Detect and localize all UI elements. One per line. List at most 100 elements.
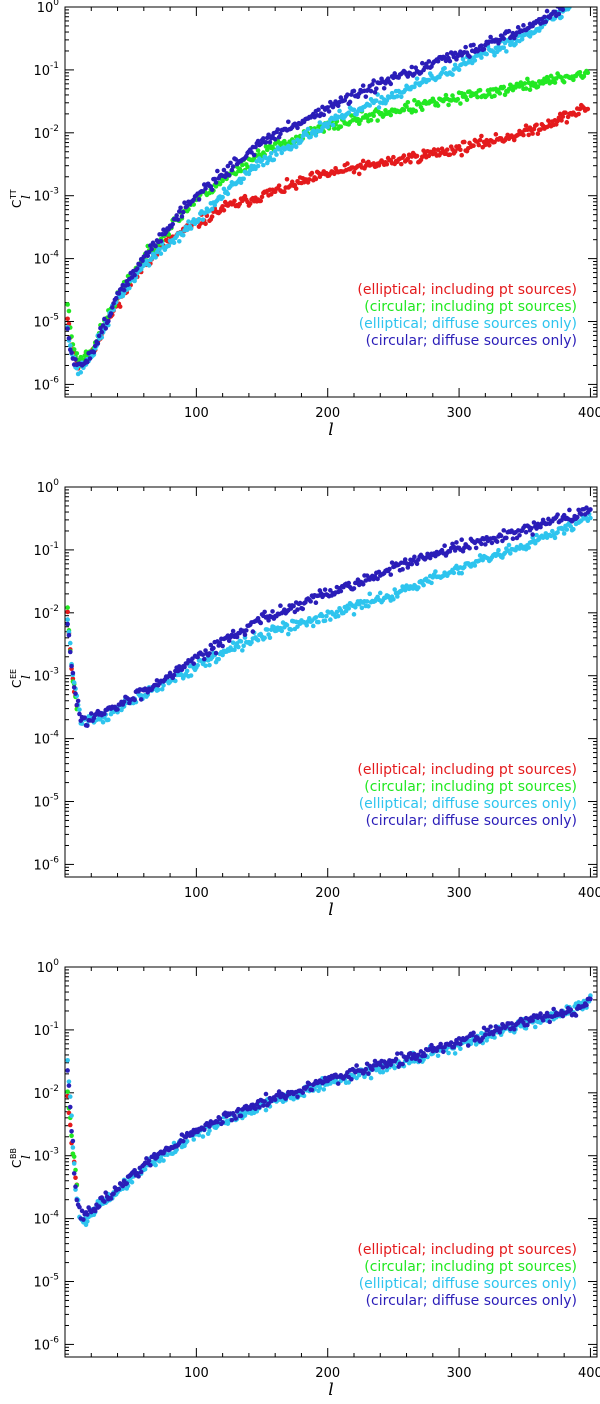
data-point bbox=[165, 1152, 170, 1158]
data-point bbox=[320, 613, 325, 619]
data-point bbox=[501, 45, 507, 50]
data-point bbox=[405, 74, 411, 79]
y-tick-label: 10-4 bbox=[33, 730, 59, 748]
data-point bbox=[367, 591, 373, 597]
data-point bbox=[182, 200, 187, 206]
data-point bbox=[108, 1196, 114, 1201]
data-point bbox=[571, 526, 576, 532]
data-point bbox=[67, 343, 73, 348]
data-point bbox=[567, 7, 572, 10]
x-axis-label: l bbox=[328, 420, 333, 440]
data-point bbox=[136, 1174, 141, 1179]
data-point bbox=[519, 36, 525, 42]
data-point bbox=[498, 533, 504, 539]
data-point bbox=[497, 91, 503, 96]
data-point bbox=[404, 104, 409, 109]
data-point bbox=[309, 170, 315, 176]
data-point bbox=[71, 347, 77, 352]
data-point bbox=[111, 301, 116, 306]
data-point bbox=[366, 604, 371, 609]
data-point bbox=[152, 1151, 157, 1157]
data-point bbox=[188, 226, 194, 231]
data-point bbox=[233, 171, 239, 177]
data-point bbox=[460, 56, 466, 62]
data-point bbox=[391, 154, 396, 160]
data-point bbox=[174, 213, 179, 218]
y-axis-label-sub: l bbox=[19, 675, 33, 679]
data-point bbox=[67, 640, 73, 646]
data-point bbox=[400, 1061, 405, 1067]
data-point bbox=[220, 643, 225, 649]
data-point bbox=[91, 349, 97, 355]
data-point bbox=[282, 189, 287, 195]
data-point bbox=[515, 25, 521, 30]
data-point bbox=[74, 351, 80, 356]
plot-frame bbox=[64, 486, 598, 878]
data-point bbox=[272, 136, 278, 142]
data-point bbox=[228, 160, 233, 166]
data-point bbox=[409, 64, 415, 70]
data-point bbox=[573, 1013, 579, 1018]
x-tick-label: 400 bbox=[578, 1366, 600, 1381]
data-point bbox=[266, 618, 271, 623]
data-point bbox=[538, 524, 543, 530]
data-point bbox=[65, 609, 70, 615]
data-point bbox=[412, 1051, 417, 1057]
data-point bbox=[380, 1069, 386, 1075]
data-point bbox=[115, 707, 120, 712]
data-point bbox=[255, 637, 261, 643]
data-point bbox=[87, 356, 93, 361]
data-point bbox=[67, 1094, 73, 1099]
data-point bbox=[217, 640, 223, 646]
series-4 bbox=[65, 505, 593, 728]
data-point bbox=[307, 1081, 312, 1087]
data-point bbox=[65, 326, 70, 331]
legend-entry: (circular; including pt sources) bbox=[364, 299, 577, 315]
y-tick-label: 10-6 bbox=[33, 375, 59, 393]
data-point bbox=[392, 587, 398, 592]
data-point bbox=[530, 131, 535, 136]
data-point bbox=[414, 561, 420, 567]
data-point bbox=[338, 124, 344, 129]
data-point bbox=[538, 1011, 543, 1016]
data-point bbox=[225, 191, 231, 197]
data-point bbox=[368, 1075, 374, 1081]
data-point bbox=[138, 1169, 144, 1175]
data-point bbox=[200, 217, 206, 222]
data-point bbox=[481, 46, 487, 52]
data-point bbox=[368, 88, 374, 94]
data-point bbox=[196, 197, 202, 202]
data-point bbox=[262, 1099, 267, 1104]
data-point bbox=[326, 120, 332, 126]
legend-entry: (elliptical; including pt sources) bbox=[357, 282, 577, 298]
data-point bbox=[71, 1171, 77, 1176]
data-point bbox=[401, 107, 407, 113]
data-point bbox=[351, 586, 357, 591]
data-point bbox=[576, 111, 581, 117]
data-point bbox=[270, 609, 275, 614]
y-tick-label: 10-4 bbox=[33, 250, 59, 268]
data-point bbox=[321, 1087, 327, 1092]
data-point bbox=[74, 1197, 80, 1203]
data-point bbox=[328, 588, 333, 593]
data-point bbox=[392, 1065, 398, 1071]
data-point bbox=[195, 654, 200, 660]
legend-entry: (circular; diffuse sources only) bbox=[366, 1293, 577, 1309]
data-point bbox=[103, 326, 109, 331]
y-axis-label: CBB l bbox=[9, 1148, 33, 1168]
data-point bbox=[67, 649, 73, 655]
data-point bbox=[395, 93, 400, 99]
data-point bbox=[154, 678, 160, 683]
data-point bbox=[561, 531, 567, 536]
data-point bbox=[326, 109, 332, 114]
data-point bbox=[66, 1083, 72, 1088]
data-point bbox=[555, 512, 560, 517]
data-point bbox=[191, 661, 197, 666]
data-point bbox=[368, 117, 374, 123]
data-point bbox=[220, 203, 225, 209]
data-point bbox=[426, 77, 432, 83]
data-point bbox=[412, 98, 417, 103]
data-point bbox=[381, 86, 387, 91]
data-point bbox=[220, 652, 225, 658]
